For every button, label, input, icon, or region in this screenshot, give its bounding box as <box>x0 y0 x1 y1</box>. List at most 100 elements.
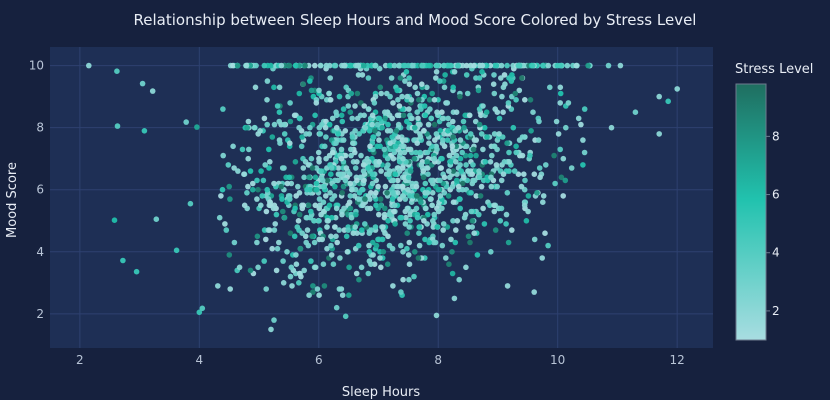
data-point <box>457 162 463 168</box>
data-point <box>437 177 443 184</box>
data-point <box>498 75 504 81</box>
data-point <box>303 214 310 221</box>
data-point <box>260 177 267 184</box>
data-point <box>480 146 486 153</box>
data-point <box>296 115 303 122</box>
data-point <box>403 214 409 221</box>
data-point <box>227 196 233 202</box>
data-point <box>360 202 366 209</box>
data-point <box>230 62 236 69</box>
data-point <box>400 112 407 119</box>
colorbar-tick-label: 6 <box>772 188 780 202</box>
data-point <box>482 159 489 165</box>
data-point <box>575 115 582 122</box>
data-point <box>387 128 394 134</box>
data-point <box>333 304 340 311</box>
data-point <box>327 97 334 103</box>
data-point <box>353 270 360 277</box>
data-point <box>461 174 467 181</box>
data-point <box>463 264 469 271</box>
data-point <box>286 174 293 181</box>
data-point <box>451 295 458 302</box>
data-point <box>293 261 300 268</box>
data-point <box>501 159 508 165</box>
data-point <box>551 152 557 159</box>
data-point <box>277 140 283 146</box>
data-point <box>476 75 483 81</box>
data-point <box>496 115 503 122</box>
data-point <box>346 264 352 271</box>
data-point <box>263 286 270 292</box>
data-point <box>352 103 358 109</box>
data-point <box>355 72 362 78</box>
data-point <box>319 177 326 184</box>
colorbar-title: Stress Level <box>735 62 813 77</box>
data-point <box>173 247 180 254</box>
data-point <box>220 106 226 112</box>
data-point <box>578 121 584 128</box>
data-point <box>376 65 383 72</box>
data-point <box>557 100 563 106</box>
data-point <box>410 62 416 69</box>
data-point <box>444 137 451 143</box>
data-point <box>243 62 250 69</box>
data-point <box>370 134 377 140</box>
data-point <box>287 100 293 106</box>
data-point <box>377 196 384 202</box>
data-point <box>281 214 288 221</box>
data-point <box>491 202 497 209</box>
data-point <box>312 202 319 209</box>
data-point <box>374 143 381 150</box>
data-point <box>313 180 320 187</box>
data-point <box>261 62 268 69</box>
data-point <box>573 62 580 69</box>
data-point <box>480 103 486 109</box>
data-point <box>396 103 403 109</box>
data-point <box>470 146 477 153</box>
data-point <box>354 90 361 97</box>
data-point <box>370 239 376 246</box>
data-point <box>333 233 339 240</box>
data-point <box>378 90 385 97</box>
data-point <box>365 270 372 277</box>
data-point <box>378 202 384 209</box>
data-point <box>471 230 478 236</box>
data-point <box>416 230 422 236</box>
data-point <box>476 168 482 174</box>
data-point <box>296 211 303 218</box>
y-tick-label: 2 <box>36 307 44 321</box>
data-point <box>306 292 312 299</box>
data-point <box>536 165 543 171</box>
data-point <box>407 146 414 153</box>
data-point <box>227 286 233 292</box>
y-tick-label: 8 <box>36 121 44 135</box>
data-point <box>437 78 443 84</box>
data-point <box>450 199 457 205</box>
data-point <box>380 224 386 230</box>
data-point <box>324 224 330 230</box>
data-point <box>231 165 237 171</box>
data-point <box>409 183 416 190</box>
data-point <box>114 123 121 129</box>
data-point <box>581 106 588 112</box>
data-point <box>361 62 367 69</box>
data-point <box>406 75 412 81</box>
data-point <box>504 283 511 289</box>
data-point <box>515 171 522 177</box>
data-point <box>442 72 448 78</box>
x-tick-label: 8 <box>434 353 442 367</box>
data-point <box>488 174 494 181</box>
data-point <box>367 205 374 212</box>
data-point <box>536 118 542 125</box>
data-point <box>542 230 548 236</box>
data-point <box>305 162 312 168</box>
data-point <box>417 121 423 128</box>
data-point <box>312 62 318 69</box>
data-point <box>463 72 470 78</box>
data-point <box>319 236 326 243</box>
data-point <box>413 149 419 156</box>
data-point <box>418 162 425 168</box>
data-point <box>356 196 362 202</box>
data-point <box>369 171 376 177</box>
data-point <box>416 97 422 103</box>
